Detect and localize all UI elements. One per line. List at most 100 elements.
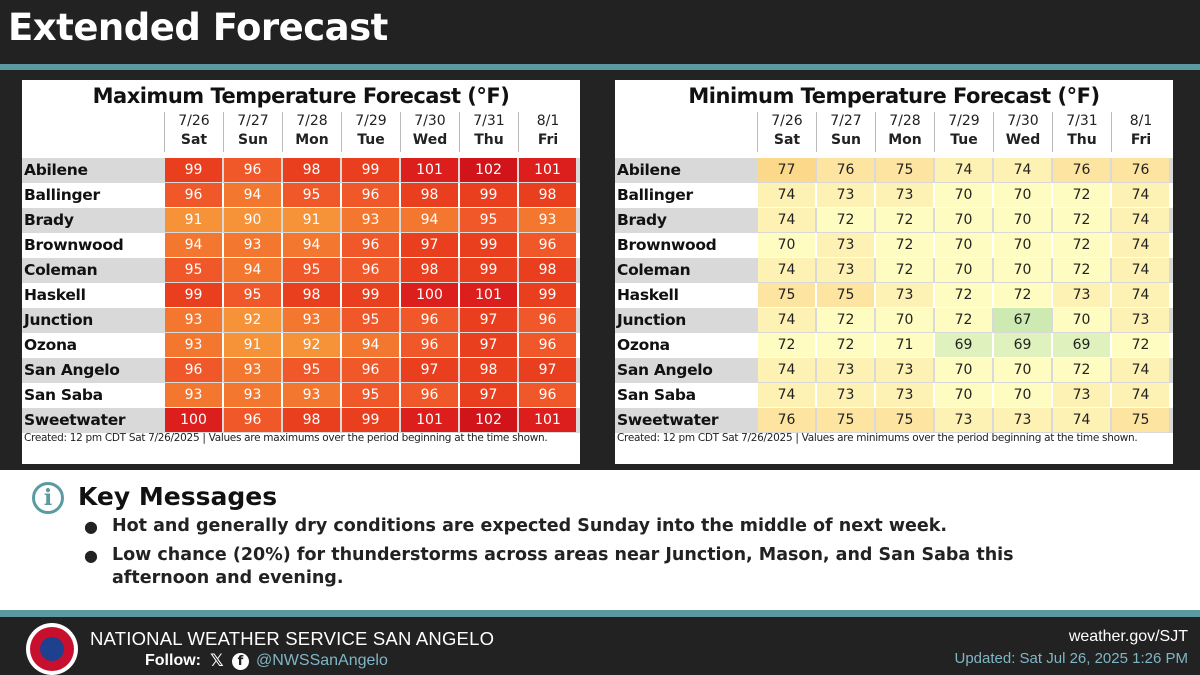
max-table-title: Maximum Temperature Forecast (°F): [92, 84, 510, 108]
temp-cell: 95: [165, 258, 222, 282]
day-date: 7/28: [296, 113, 328, 129]
table-row: Junction 93 92 93 95 96 97 96: [22, 308, 580, 333]
temp-cell: 74: [1112, 283, 1169, 307]
column-divider: [341, 112, 342, 152]
day-name: Wed: [412, 132, 448, 148]
temp-cell: 97: [460, 383, 517, 407]
temp-cell: 70: [935, 233, 992, 257]
temp-cell: 94: [342, 333, 399, 357]
temp-cell: 70: [876, 308, 933, 332]
city-label: Haskell: [617, 286, 679, 304]
table-row: Coleman 74 73 72 70 70 72 74: [615, 258, 1173, 283]
org-name: NATIONAL WEATHER SERVICE SAN ANGELO: [90, 628, 495, 649]
temp-cell: 69: [935, 333, 992, 357]
min-table-footnote: Created: 12 pm CDT Sat 7/26/2025 | Value…: [617, 432, 1138, 444]
temp-cell: 74: [994, 158, 1051, 182]
temp-cell: 95: [342, 383, 399, 407]
temp-cell: 93: [342, 208, 399, 232]
day-name: Tue: [357, 132, 385, 148]
city-label: Brady: [617, 211, 667, 229]
temp-cell: 99: [342, 408, 399, 432]
temp-cell: 101: [460, 283, 517, 307]
max-table-footnote: Created: 12 pm CDT Sat 7/26/2025 | Value…: [24, 432, 548, 444]
temp-cell: 98: [460, 358, 517, 382]
nws-logo: [26, 623, 78, 675]
city-label: Ballinger: [24, 186, 100, 204]
website-link[interactable]: weather.gov/SJT: [1068, 628, 1188, 645]
temp-cell: 102: [460, 408, 517, 432]
updated-timestamp: Updated: Sat Jul 26, 2025 1:26 PM: [954, 650, 1189, 667]
column-divider: [223, 112, 224, 152]
day-name: Sat: [773, 132, 801, 148]
temp-cell: 101: [401, 408, 458, 432]
temp-cell: 93: [519, 208, 576, 232]
column-divider: [993, 112, 994, 152]
temp-cell: 93: [224, 383, 281, 407]
city-label: San Saba: [24, 386, 103, 404]
temp-cell: 74: [758, 308, 815, 332]
temp-cell: 72: [817, 333, 874, 357]
temp-cell: 69: [994, 333, 1051, 357]
city-label: San Saba: [617, 386, 696, 404]
temp-cell: 73: [876, 358, 933, 382]
temp-cell: 91: [283, 208, 340, 232]
day-header: 7/29 Tue: [342, 112, 400, 150]
x-icon[interactable]: 𝕏: [210, 651, 224, 671]
day-name: Mon: [888, 132, 922, 148]
temp-cell: 73: [817, 258, 874, 282]
temp-cell: 73: [876, 183, 933, 207]
day-header: 7/29 Tue: [935, 112, 993, 150]
temp-cell: 73: [994, 408, 1051, 432]
column-divider: [816, 112, 817, 152]
temp-cell: 75: [876, 408, 933, 432]
temp-cell: 96: [342, 183, 399, 207]
temp-cell: 76: [758, 408, 815, 432]
table-row: San Angelo 74 73 73 70 70 72 74: [615, 358, 1173, 383]
day-date: 7/30: [414, 113, 446, 129]
table-row: Brownwood 70 73 72 70 70 72 74: [615, 233, 1173, 258]
temp-cell: 100: [165, 408, 222, 432]
social-handle-link[interactable]: @NWSSanAngelo: [256, 652, 388, 669]
temp-cell: 92: [224, 308, 281, 332]
accent-stripe-top: [0, 64, 1200, 70]
temp-cell: 95: [224, 283, 281, 307]
temp-cell: 98: [519, 258, 576, 282]
temp-cell: 98: [283, 158, 340, 182]
city-label: San Angelo: [617, 361, 713, 379]
temp-cell: 93: [224, 358, 281, 382]
temp-cell: 70: [994, 233, 1051, 257]
day-header: 7/30 Wed: [994, 112, 1052, 150]
city-label: Junction: [617, 311, 687, 329]
temp-cell: 93: [283, 383, 340, 407]
temp-cell: 73: [817, 383, 874, 407]
temp-cell: 97: [401, 233, 458, 257]
temp-cell: 72: [1053, 183, 1110, 207]
day-header: 7/30 Wed: [401, 112, 459, 150]
temp-cell: 96: [342, 358, 399, 382]
table-row: Ozona 93 91 92 94 96 97 96: [22, 333, 580, 358]
temp-cell: 96: [401, 333, 458, 357]
temp-cell: 73: [817, 358, 874, 382]
city-label: Ozona: [24, 336, 77, 354]
temp-cell: 96: [224, 158, 281, 182]
temp-cell: 72: [1112, 333, 1169, 357]
temp-cell: 97: [519, 358, 576, 382]
facebook-icon[interactable]: f: [232, 653, 249, 670]
footer-bar: [0, 617, 1200, 675]
temp-cell: 73: [876, 283, 933, 307]
page-title: Extended Forecast: [8, 6, 388, 49]
day-date: 7/29: [355, 113, 387, 129]
table-row: Ozona 72 72 71 69 69 69 72: [615, 333, 1173, 358]
key-message-item: Hot and generally dry conditions are exp…: [112, 516, 948, 536]
table-row: Abilene 99 96 98 99 101 102 101: [22, 158, 580, 183]
temp-cell: 93: [165, 333, 222, 357]
day-header: 8/1 Fri: [1112, 112, 1170, 150]
day-name: Mon: [295, 132, 329, 148]
day-header: 7/28 Mon: [283, 112, 341, 150]
temp-cell: 94: [283, 233, 340, 257]
temp-cell: 70: [935, 358, 992, 382]
temp-cell: 91: [224, 333, 281, 357]
table-row: Haskell 99 95 98 99 100 101 99: [22, 283, 580, 308]
temp-cell: 76: [1053, 158, 1110, 182]
table-row: Brownwood 94 93 94 96 97 99 96: [22, 233, 580, 258]
